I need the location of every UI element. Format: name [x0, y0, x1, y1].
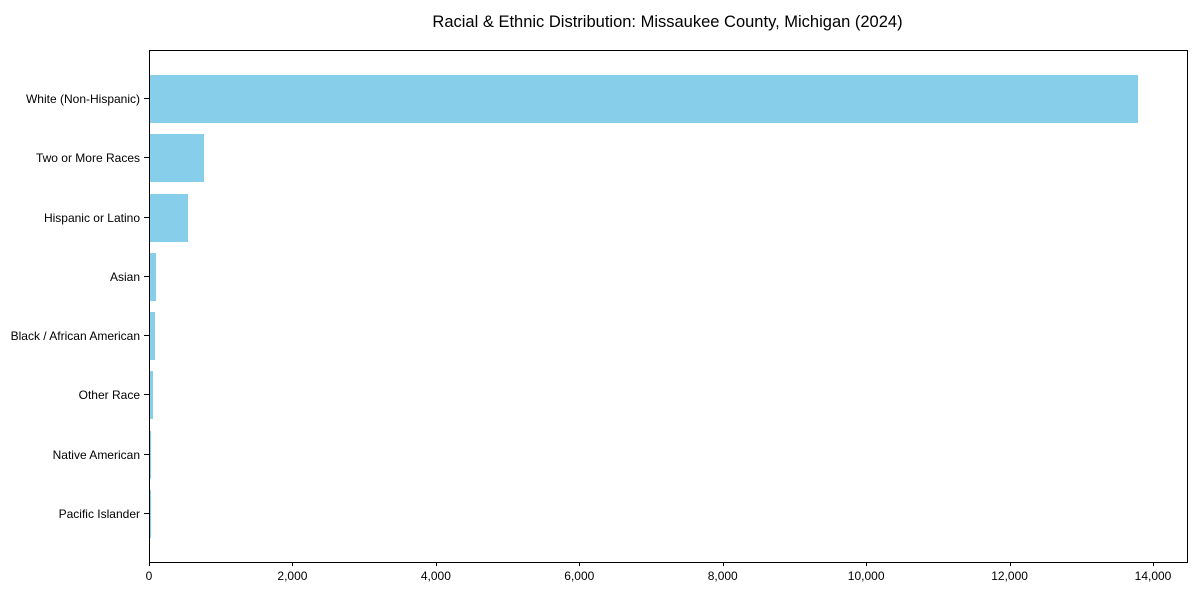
x-tick-mark — [149, 562, 150, 566]
x-tick-label: 10,000 — [847, 569, 885, 583]
bar — [150, 430, 152, 479]
x-tick-mark — [1009, 562, 1011, 566]
plot-area — [149, 50, 1188, 563]
bar — [150, 134, 205, 183]
category-label: Two or More Races — [35, 151, 140, 166]
x-tick-mark — [435, 562, 437, 566]
x-tick-label: 12,000 — [991, 569, 1028, 583]
chart-title: Racial & Ethnic Distribution: Missaukee … — [432, 13, 903, 31]
bar — [150, 312, 156, 361]
y-tick-mark — [144, 157, 149, 159]
y-tick-mark — [144, 513, 149, 514]
x-tick-label: 2,000 — [277, 569, 308, 583]
category-label: Pacific Islander — [58, 507, 140, 521]
x-tick-mark — [722, 562, 724, 566]
y-tick-mark — [144, 394, 149, 396]
category-label: Black / African American — [10, 329, 140, 344]
x-tick-mark — [866, 562, 868, 566]
bar — [150, 371, 154, 420]
y-tick-mark — [144, 98, 149, 99]
bar — [150, 75, 1138, 123]
y-tick-mark — [144, 453, 149, 455]
y-tick-mark — [144, 216, 149, 218]
category-label: White (Non-Hispanic) — [25, 92, 140, 106]
bar — [150, 252, 157, 301]
x-tick-label: 14,000 — [1134, 569, 1172, 583]
x-tick-label: 6,000 — [564, 569, 595, 583]
category-label: Native American — [52, 447, 140, 462]
category-label: Asian — [109, 269, 140, 284]
y-tick-mark — [144, 335, 149, 337]
bar — [150, 193, 188, 242]
x-tick-mark — [579, 562, 581, 566]
x-tick-label: 4,000 — [420, 569, 451, 583]
category-label: Hispanic or Latino — [43, 210, 140, 225]
x-tick-label: 0 — [145, 569, 153, 583]
x-tick-mark — [1153, 562, 1154, 566]
category-label: Other Race — [78, 388, 140, 403]
x-tick-mark — [292, 562, 294, 566]
y-tick-mark — [144, 275, 149, 277]
x-tick-label: 8,000 — [707, 569, 738, 583]
